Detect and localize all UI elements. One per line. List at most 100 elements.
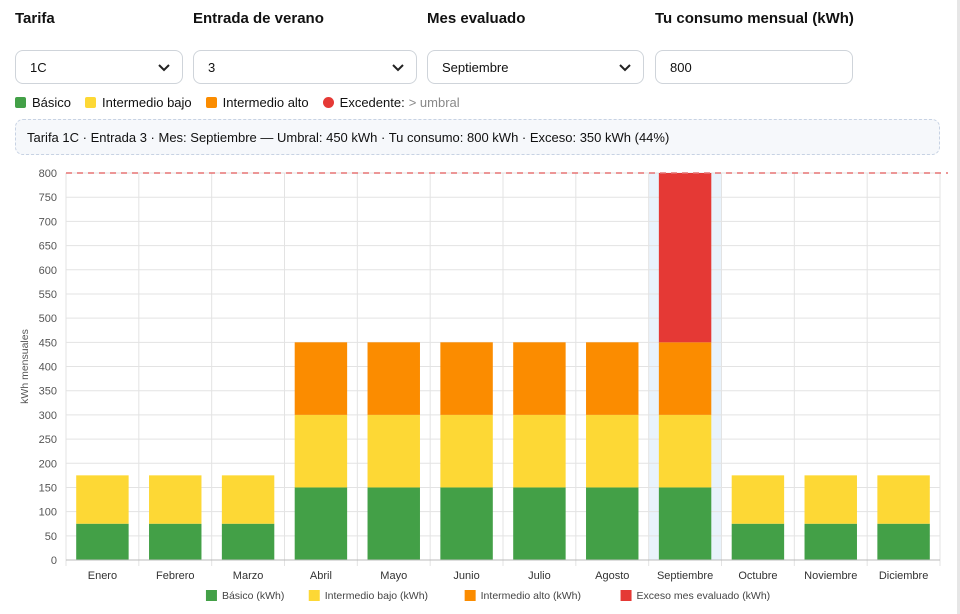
legend-excedente-note: > umbral bbox=[408, 94, 460, 110]
basico-swatch bbox=[15, 96, 26, 108]
tier-legend: Básico Intermedio bajo Intermedio alto E… bbox=[15, 94, 474, 110]
bar-segment bbox=[367, 342, 420, 415]
x-tick-label: Abril bbox=[310, 570, 332, 582]
bar-segment bbox=[221, 523, 275, 560]
bar-segment bbox=[221, 475, 275, 524]
bar-segment bbox=[658, 173, 712, 343]
legend-excedente-label: Excedente: bbox=[339, 94, 405, 110]
x-tick-label: Julio bbox=[528, 570, 551, 582]
bar-segment bbox=[658, 342, 712, 415]
x-tick-label: Noviembre bbox=[804, 570, 857, 582]
intermedio-bajo-swatch bbox=[85, 96, 97, 108]
bar-segment bbox=[76, 475, 129, 524]
bar-segment bbox=[731, 475, 785, 524]
legend-item-intermedio-alto: Intermedio alto bbox=[205, 94, 309, 110]
x-tick-label: Febrero bbox=[156, 570, 195, 582]
y-tick-label: 500 bbox=[39, 313, 57, 325]
x-tick-label: Enero bbox=[88, 570, 117, 582]
legend-swatch bbox=[205, 590, 217, 601]
bar-segment bbox=[586, 487, 639, 560]
y-tick-label: 400 bbox=[39, 362, 57, 374]
x-tick-label: Marzo bbox=[233, 570, 264, 582]
bar-segment bbox=[877, 475, 930, 524]
y-tick-label: 450 bbox=[39, 337, 57, 349]
bar-segment bbox=[658, 487, 712, 560]
legend-label: Intermedio bajo (kWh) bbox=[325, 590, 428, 602]
bar-segment bbox=[731, 523, 785, 560]
bar-segment bbox=[149, 475, 202, 524]
bar-segment bbox=[586, 414, 639, 488]
tarifa-select-value: 1C bbox=[30, 59, 47, 75]
consumption-chart: 0 50 100 150 200 250 300 350 400 450 500 550 600 650 7… bbox=[19, 168, 948, 602]
mes-label: Mes evaluado bbox=[427, 10, 526, 27]
legend-intermedio-bajo-label: Intermedio bajo bbox=[102, 94, 192, 110]
tarifa-label: Tarifa bbox=[15, 10, 55, 27]
y-tick-label: 600 bbox=[39, 265, 57, 277]
entrada-select[interactable]: 3 bbox=[193, 50, 417, 84]
legend-item-basico: Básico bbox=[15, 95, 71, 110]
filter-form: Tarifa Entrada de verano Mes evaluado Tu… bbox=[0, 0, 960, 90]
y-tick-label: 550 bbox=[39, 289, 57, 301]
summary-text: Tarifa 1C · Entrada 3 · Mes: Septiembre … bbox=[27, 129, 670, 145]
bar-segment bbox=[294, 342, 348, 415]
consumo-input[interactable]: 800 bbox=[655, 50, 853, 84]
bar-segment bbox=[440, 414, 493, 488]
consumo-label: Tu consumo mensual (kWh) bbox=[655, 10, 854, 27]
bar-segment bbox=[294, 487, 348, 560]
legend-item-excedente: Excedente: > umbral bbox=[322, 94, 460, 110]
x-tick-label: Octubre bbox=[738, 570, 777, 582]
y-tick-label: 200 bbox=[39, 458, 57, 470]
bar-segment bbox=[367, 487, 420, 560]
bar-segment bbox=[513, 414, 566, 488]
bar-segment bbox=[76, 523, 129, 560]
excedente-swatch bbox=[322, 96, 334, 108]
chevron-down-icon bbox=[392, 64, 404, 72]
y-axis-label: kWh mensuales bbox=[19, 329, 31, 404]
bar-segment bbox=[440, 342, 493, 415]
legend-swatch bbox=[620, 590, 632, 601]
bar-segment bbox=[440, 487, 493, 560]
bar-segment bbox=[877, 523, 930, 560]
y-tick-label: 350 bbox=[39, 386, 57, 398]
mes-select[interactable]: Septiembre bbox=[427, 50, 644, 84]
mes-select-value: Septiembre bbox=[442, 59, 509, 75]
y-tick-label: 700 bbox=[39, 216, 57, 228]
bar-segment bbox=[367, 414, 420, 488]
legend-label: Exceso mes evaluado (kWh) bbox=[637, 590, 771, 602]
bar-segment bbox=[513, 487, 566, 560]
bar-segment bbox=[149, 523, 202, 560]
entrada-select-value: 3 bbox=[208, 59, 216, 75]
y-tick-label: 150 bbox=[39, 482, 57, 494]
y-tick-label: 650 bbox=[39, 241, 57, 253]
y-tick-label: 0 bbox=[51, 555, 57, 567]
bar-segment bbox=[658, 414, 712, 488]
legend-label: Intermedio alto (kWh) bbox=[481, 590, 581, 602]
y-tick-label: 250 bbox=[39, 434, 57, 446]
legend-item-intermedio-bajo: Intermedio bajo bbox=[85, 95, 192, 110]
scrollbar[interactable] bbox=[957, 0, 960, 614]
bar-segment bbox=[804, 523, 857, 560]
y-tick-label: 300 bbox=[39, 410, 57, 422]
legend-label: Básico (kWh) bbox=[222, 590, 284, 602]
y-tick-label: 100 bbox=[39, 507, 57, 519]
legend-intermedio-alto-label: Intermedio alto bbox=[222, 94, 309, 110]
legend-swatch bbox=[308, 590, 320, 601]
x-tick-label: Mayo bbox=[380, 570, 407, 582]
chevron-down-icon bbox=[158, 64, 170, 72]
y-tick-label: 50 bbox=[45, 531, 57, 543]
x-tick-label: Agosto bbox=[595, 570, 629, 582]
x-tick-label: Diciembre bbox=[879, 570, 929, 582]
y-tick-label: 750 bbox=[39, 192, 57, 204]
bar-segment bbox=[513, 342, 566, 415]
entrada-label: Entrada de verano bbox=[193, 10, 324, 27]
summary-box: Tarifa 1C · Entrada 3 · Mes: Septiembre … bbox=[15, 119, 940, 155]
bar-segment bbox=[586, 342, 639, 415]
x-tick-label: Junio bbox=[453, 570, 479, 582]
x-tick-label: Septiembre bbox=[657, 570, 713, 582]
bar-segment bbox=[294, 414, 348, 488]
tarifa-select[interactable]: 1C bbox=[15, 50, 183, 84]
intermedio-alto-swatch bbox=[205, 96, 217, 108]
legend-basico-label: Básico bbox=[32, 94, 72, 110]
chevron-down-icon bbox=[619, 64, 631, 72]
consumo-input-value: 800 bbox=[670, 59, 692, 75]
